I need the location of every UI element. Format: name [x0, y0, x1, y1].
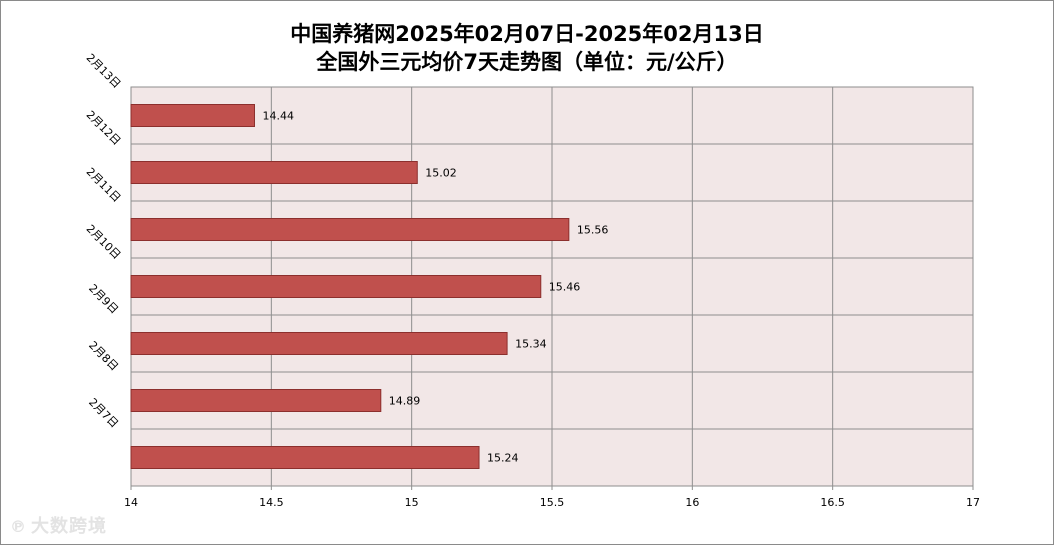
- x-tick-label: 16.5: [820, 496, 845, 509]
- watermark-text: 大数跨境: [31, 516, 107, 537]
- y-category-label: 2月10日: [84, 222, 124, 262]
- data-label: 14.44: [262, 110, 294, 123]
- data-label: 15.02: [425, 167, 457, 180]
- y-category-label: 2月13日: [84, 51, 124, 91]
- y-category-label: 2月9日: [86, 282, 121, 317]
- bar: [130, 275, 542, 298]
- data-label: 15.46: [549, 281, 581, 294]
- x-tick-label: 15: [405, 496, 419, 509]
- dashuju-logo-icon: ℗: [10, 517, 27, 536]
- bar: [130, 104, 255, 127]
- y-category-label: 2月8日: [86, 339, 121, 374]
- y-category-label: 2月12日: [84, 108, 124, 148]
- bar: [130, 389, 382, 412]
- x-tick-label: 15.5: [540, 496, 565, 509]
- y-category-label: 2月11日: [84, 165, 124, 205]
- data-label: 15.56: [577, 224, 609, 237]
- chart-title-line-2: 全国外三元均价7天走势图（单位：元/公斤）: [316, 50, 738, 74]
- x-tick-label: 16: [685, 496, 699, 509]
- data-label: 15.24: [487, 452, 519, 465]
- data-label: 14.89: [389, 395, 421, 408]
- bar: [130, 218, 570, 241]
- plot-area: 14 14.5 15 15.5 16 16.5 17 14.44 2月13日 15.02 2月12日…: [84, 51, 980, 509]
- watermark: ℗ 大数跨境: [10, 512, 107, 538]
- chart-title: 中国养猪网2025年02月07日-2025年02月13日 全国外三元均价7天走势…: [0, 20, 1054, 76]
- y-category-label: 2月7日: [86, 396, 121, 431]
- chart-title-line-1: 中国养猪网2025年02月07日-2025年02月13日: [290, 22, 764, 46]
- x-tick-label: 17: [966, 496, 980, 509]
- bar: [130, 332, 508, 355]
- x-tick-label: 14.5: [259, 496, 284, 509]
- bar: [130, 446, 480, 469]
- x-tick-label: 14: [124, 496, 138, 509]
- data-label: 15.34: [515, 338, 547, 351]
- bar: [130, 161, 418, 184]
